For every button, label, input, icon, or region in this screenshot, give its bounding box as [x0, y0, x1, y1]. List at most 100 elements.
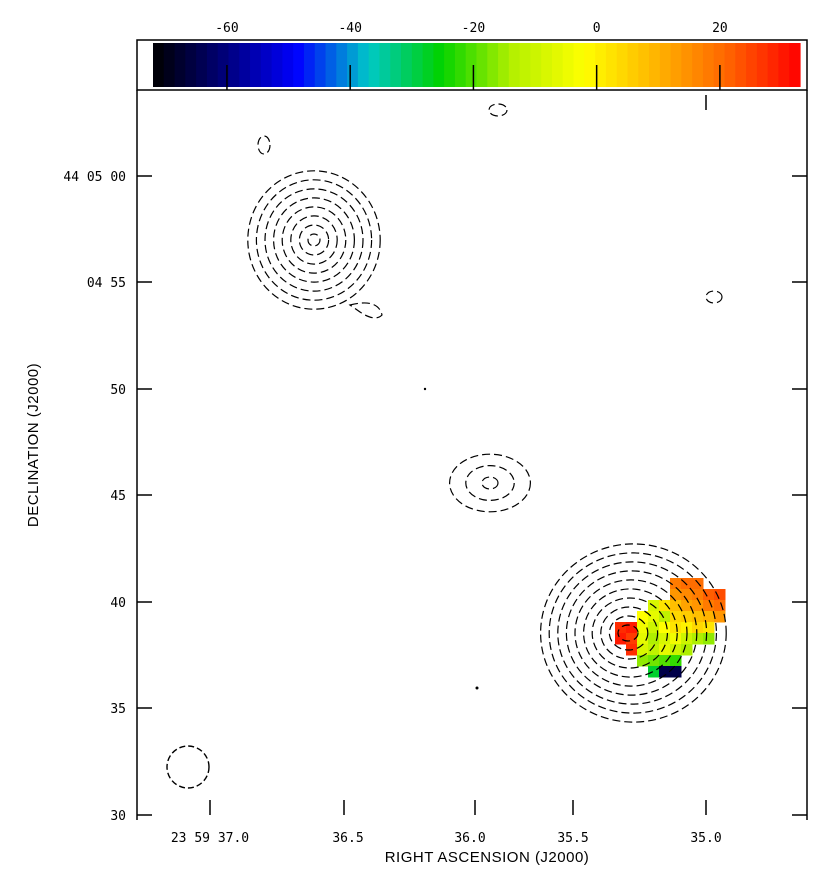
colorbar-step — [314, 43, 327, 87]
colorbar-step — [702, 43, 715, 87]
x-tick-label: 23 59 37.0 — [171, 831, 249, 846]
colorbar-step — [584, 43, 596, 87]
velocity-pixel — [648, 611, 660, 623]
colorbar-step — [681, 43, 693, 87]
colorbar-step — [562, 43, 575, 87]
velocity-pixel — [703, 589, 715, 601]
noise-dot — [423, 387, 427, 391]
synthesized-beam — [166, 745, 210, 789]
colorbar-step — [659, 43, 672, 87]
contour-layer — [247, 170, 727, 723]
colorbar-step — [638, 43, 650, 87]
colorbar-step — [228, 43, 240, 87]
colorbar-tick-label: -40 — [338, 21, 361, 36]
velocity-pixel — [681, 578, 693, 590]
colorbar-step — [422, 43, 434, 87]
y-tick-label: 35 — [110, 702, 126, 717]
colorbar-tick-label: -20 — [462, 21, 485, 36]
velocity-pixel — [714, 589, 726, 601]
velocity-pixel — [648, 644, 660, 656]
colorbar-step — [325, 43, 337, 87]
colorbar-step — [401, 43, 413, 87]
y-tick-label: 50 — [110, 383, 126, 398]
velocity-pixel — [626, 633, 638, 645]
velocity-pixel — [692, 589, 704, 601]
velocity-pixel — [703, 611, 715, 623]
x-axis-ticks: 23 59 37.0 36.5 36.0 35.5 35.0 — [171, 95, 722, 846]
velocity-pixel — [681, 600, 693, 612]
velocity-pixel — [637, 644, 649, 656]
velocity-pixel — [692, 611, 704, 623]
y-tick-label: 40 — [110, 596, 126, 611]
velocity-pixel — [659, 633, 671, 645]
velocity-pixel — [714, 611, 726, 623]
source-contour — [264, 188, 364, 292]
colorbar-step — [498, 43, 510, 87]
tail-contour — [348, 302, 383, 319]
colorbar-step — [174, 43, 186, 87]
source-contour — [449, 453, 532, 513]
velocity-pixel — [681, 611, 693, 623]
velocity-pixel — [637, 622, 649, 634]
source-contour — [281, 206, 347, 274]
velocity-pixel — [615, 633, 627, 645]
colorbar-frame — [136, 39, 808, 91]
colorbar-step — [541, 43, 553, 87]
colorbar-step — [789, 43, 801, 87]
velocity-pixel — [703, 600, 715, 612]
source-contour — [617, 624, 639, 642]
noise-contours — [257, 103, 723, 690]
colorbar-step — [336, 43, 348, 87]
velocity-pixel — [692, 600, 704, 612]
colorbar-step — [185, 43, 197, 87]
source-contour — [600, 606, 659, 660]
source-contour — [481, 476, 499, 490]
source-contour — [557, 561, 708, 705]
colorbar: -60 -40 -20 0 20 — [136, 21, 808, 91]
source-contour — [298, 224, 330, 256]
velocity-pixel — [670, 666, 682, 678]
colorbar-step — [465, 43, 478, 87]
velocity-pixel — [659, 622, 671, 634]
velocity-pixel — [659, 666, 671, 678]
velocity-pixel — [670, 633, 682, 645]
velocity-pixel — [670, 589, 682, 601]
velocity-pixel — [648, 655, 660, 667]
source-contour — [290, 215, 338, 265]
colorbar-step — [627, 43, 639, 87]
velocity-pixel — [648, 666, 660, 678]
velocity-pixel — [714, 600, 726, 612]
colorbar-step — [153, 43, 165, 87]
colorbar-step — [379, 43, 391, 87]
colorbar-step — [573, 43, 585, 87]
colorbar-step — [476, 43, 488, 87]
noise-contour — [488, 103, 508, 117]
source-contour — [574, 579, 688, 687]
velocity-pixel — [670, 622, 682, 634]
velocity-pixel — [681, 644, 693, 656]
colorbar-step — [239, 43, 251, 87]
colorbar-step — [616, 43, 629, 87]
colorbar-step — [508, 43, 521, 87]
colorbar-step — [260, 43, 273, 87]
colorbar-step — [519, 43, 532, 87]
velocity-pixel — [659, 600, 671, 612]
colorbar-step — [206, 43, 219, 87]
noise-contour — [705, 290, 723, 304]
velocity-pixel — [637, 655, 649, 667]
colorbar-step — [293, 43, 305, 87]
colorbar-step — [746, 43, 758, 87]
velocity-pixel — [670, 644, 682, 656]
colorbar-step — [390, 43, 402, 87]
velocity-pixel — [648, 622, 660, 634]
x-tick-label: 36.5 — [332, 831, 363, 846]
colorbar-step — [454, 43, 467, 87]
y-tick-label: 45 — [110, 489, 126, 504]
velocity-pixel — [637, 611, 649, 623]
colorbar-step — [411, 43, 424, 87]
colorbar-step — [724, 43, 736, 87]
colorbar-gradient — [153, 43, 801, 87]
source-contour — [565, 570, 698, 696]
colorbar-step — [551, 43, 564, 87]
